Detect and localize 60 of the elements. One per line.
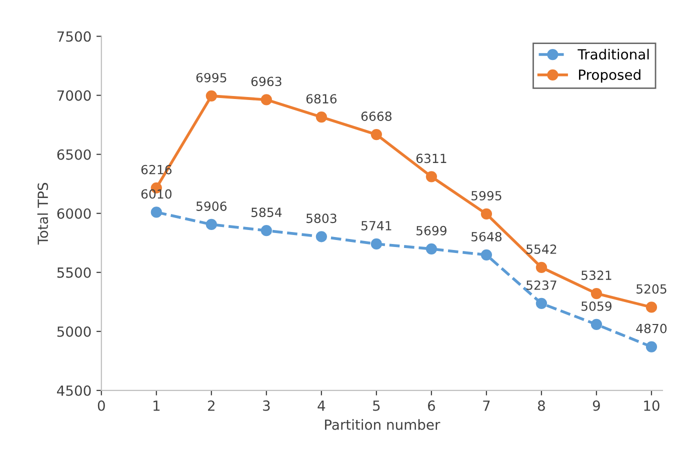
point xyxy=(316,231,327,242)
point xyxy=(536,298,548,309)
point xyxy=(206,218,217,230)
y-tick-label: 5000 xyxy=(57,326,91,337)
y-tick-label: 6500 xyxy=(57,149,91,160)
point xyxy=(426,171,438,182)
data-label: 5699 xyxy=(416,226,446,236)
y-tick-label: 5500 xyxy=(57,267,91,278)
data-label: 5205 xyxy=(636,284,666,294)
point xyxy=(536,262,548,273)
point xyxy=(590,288,602,300)
data-label: 6010 xyxy=(141,189,172,199)
y-tick-label: 4500 xyxy=(57,385,91,396)
point xyxy=(260,225,272,236)
data-label: 6995 xyxy=(196,72,226,82)
data-label: 4870 xyxy=(636,324,667,334)
x-tick-label: 6 xyxy=(428,400,435,411)
data-label: 6311 xyxy=(416,154,446,164)
point xyxy=(646,302,658,313)
data-label: 5542 xyxy=(526,244,556,254)
point xyxy=(370,128,382,140)
x-tick-label: 3 xyxy=(263,400,270,411)
y-tick-label: 7500 xyxy=(57,31,91,42)
data-label: 6816 xyxy=(306,94,337,104)
y-axis-title: Total TPS xyxy=(37,182,48,245)
point xyxy=(590,318,602,330)
point xyxy=(316,112,327,123)
data-label: 6668 xyxy=(361,112,392,121)
data-label: 5741 xyxy=(362,221,392,230)
point xyxy=(480,249,492,260)
point xyxy=(260,94,272,106)
y-tick-label: 6000 xyxy=(57,208,91,219)
point xyxy=(206,90,217,102)
point xyxy=(646,341,658,352)
x-tick-label: 10 xyxy=(644,400,660,411)
x-tick-label: 2 xyxy=(208,400,214,411)
x-tick-label: 7 xyxy=(483,400,490,411)
legend-label: Proposed xyxy=(579,69,640,83)
y-tick-label: 7000 xyxy=(57,90,91,101)
data-label: 5321 xyxy=(582,270,612,280)
x-tick-label: 5 xyxy=(373,400,380,411)
data-label: 5059 xyxy=(582,301,612,311)
x-tick-label: 8 xyxy=(538,400,545,411)
data-label: 5906 xyxy=(196,201,227,211)
x-axis-title: Partition number xyxy=(325,419,440,430)
x-tick-label: 1 xyxy=(154,400,160,411)
data-label: 5237 xyxy=(526,280,556,290)
point xyxy=(370,238,382,250)
point xyxy=(150,206,162,218)
data-label: 5995 xyxy=(472,190,502,200)
data-label: 5854 xyxy=(251,208,282,218)
x-tick-label: 4 xyxy=(318,400,326,411)
point xyxy=(426,243,438,254)
legend-label: Traditional xyxy=(578,48,649,60)
data-label: 6963 xyxy=(251,76,282,86)
x-tick-label: 9 xyxy=(592,400,600,411)
point xyxy=(480,208,492,220)
x-tick-label: 0 xyxy=(98,400,105,411)
data-label: 5803 xyxy=(306,214,336,224)
data-label: 5648 xyxy=(472,232,502,242)
